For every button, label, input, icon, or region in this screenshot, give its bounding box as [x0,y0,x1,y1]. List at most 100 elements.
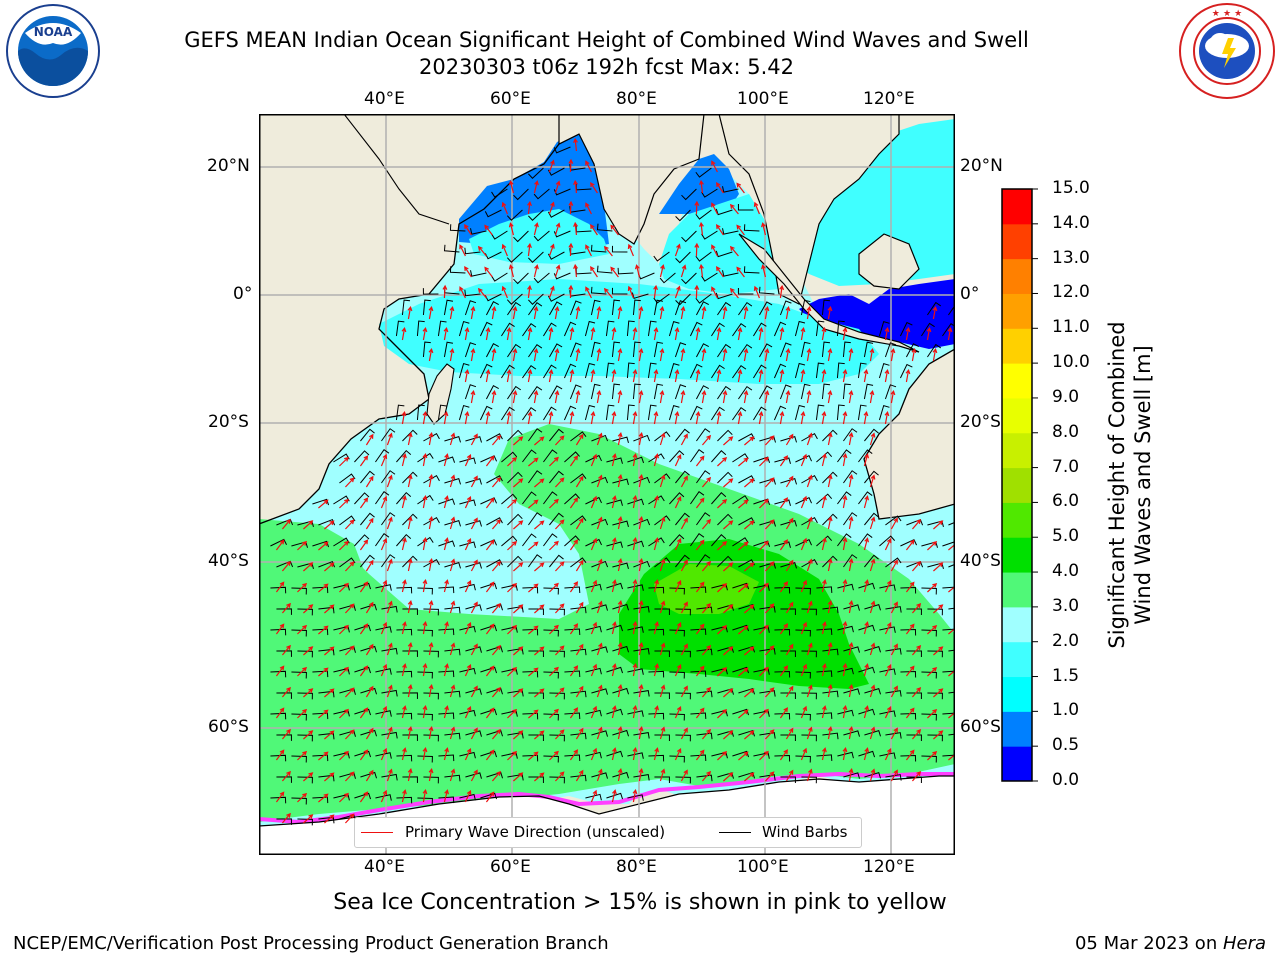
wind-barb [396,796,413,804]
wind-barb [800,341,811,358]
wave-arrow [744,688,755,698]
wind-barb [570,690,587,698]
wave-arrow [554,264,561,278]
wave-arrow [380,789,388,803]
wave-arrow [554,180,561,194]
wave-arrow [585,160,592,173]
wind-barb [528,167,544,179]
wave-arrow [590,663,598,677]
wind-barb [591,560,609,568]
wave-arrow [759,624,769,635]
wind-barb [459,499,476,506]
wave-arrow [359,665,369,677]
wave-arrow [359,539,369,551]
wave-arrow [549,582,559,593]
wind-barb [864,512,879,526]
wave-arrow [659,432,666,446]
wind-barb [722,270,739,277]
wave-arrow [617,347,623,362]
wind-barb [464,342,477,358]
wind-barb [528,650,544,657]
wind-barb [948,607,955,610]
wind-barb [480,708,498,716]
wave-arrow [324,814,335,824]
colorbar-tick-label: 13.0 [1052,247,1090,268]
wind-barb [360,512,375,526]
wave-arrow [723,604,734,614]
wave-arrow [297,666,308,677]
wave-arrow [806,347,812,362]
wave-arrow [407,600,413,614]
wind-barb [533,272,550,284]
wave-arrow [884,326,890,341]
wave-arrow [339,582,349,593]
wind-barb [906,650,922,658]
wind-barb [491,230,508,240]
wind-barb [528,512,543,526]
wind-barb [627,794,644,801]
wave-arrow [821,410,827,425]
wind-barb [570,732,587,740]
wave-arrow [905,623,915,635]
wind-barb [402,692,418,699]
wind-barb [543,629,559,637]
wave-arrow [729,287,739,299]
wind-barb [270,796,287,804]
wind-barb [837,449,852,463]
wave-arrow [632,704,638,719]
wind-barb [948,304,955,316]
wave-arrow [590,579,598,593]
wave-arrow [674,368,680,383]
wave-arrow [275,623,285,635]
wind-barb [900,628,917,636]
wind-barb [948,649,955,652]
wave-arrow [611,705,617,719]
wind-barb [375,533,390,547]
wind-barb [417,494,434,505]
wave-arrow [638,389,644,404]
wind-barb [590,383,601,400]
wind-barb [480,792,498,800]
wave-arrow [549,498,559,509]
wind-barb [591,772,608,779]
wave-height-map [259,114,955,855]
wave-arrow [890,559,898,572]
wave-arrow [365,433,374,446]
wind-barb [297,650,313,658]
wind-barb [774,712,791,720]
wave-arrow [554,305,560,320]
wave-arrow [528,457,539,467]
wind-barb [669,755,685,763]
wave-arrow [575,389,581,404]
wave-arrow [386,768,393,782]
wave-arrow [464,747,472,761]
wind-barb [669,629,685,637]
wind-barb [627,498,645,506]
wave-arrow [821,747,827,761]
wave-arrow [729,245,739,257]
wind-barb [858,708,876,716]
wind-barb [605,404,615,421]
wind-barb [501,535,518,547]
wind-barb [417,629,433,637]
wave-arrow [737,326,743,341]
wind-barb [585,496,603,505]
wave-arrow [779,455,789,467]
wind-barb [837,583,854,591]
wind-barb [522,712,539,720]
wave-arrow [821,368,827,383]
top-lon-label: 40°E [364,89,405,109]
wind-barb [774,628,791,636]
wave-arrow [674,579,682,593]
wind-barb [585,793,602,801]
wave-arrow [638,725,644,740]
wind-barb [675,554,690,568]
wind-barb [423,517,440,526]
wave-arrow [585,244,592,257]
wind-barb [633,476,651,484]
wind-barb [816,712,833,719]
wave-arrow [695,707,705,719]
wave-arrow [653,747,659,761]
wind-barb [501,364,515,379]
wind-barb [485,385,499,400]
